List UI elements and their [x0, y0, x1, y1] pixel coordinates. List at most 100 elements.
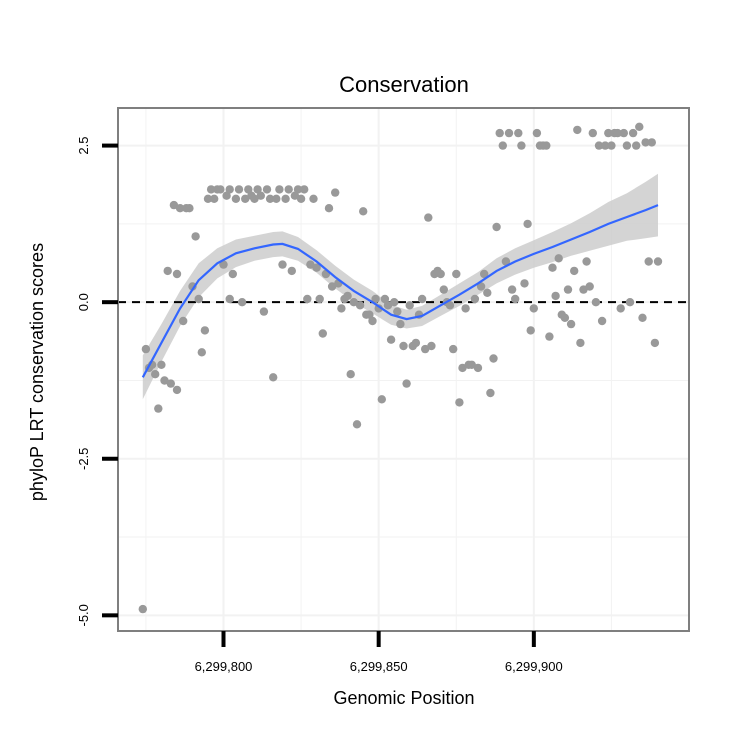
- data-point: [265, 194, 275, 203]
- data-point: [548, 263, 557, 272]
- data-point: [545, 332, 554, 341]
- data-point: [644, 257, 653, 266]
- data-point: [172, 269, 182, 279]
- data-point: [594, 141, 604, 150]
- data-point: [393, 307, 402, 316]
- data-point: [259, 307, 269, 316]
- data-point: [604, 128, 613, 138]
- data-point: [315, 294, 324, 304]
- data-point: [374, 304, 383, 313]
- data-point: [585, 282, 594, 291]
- data-point: [498, 141, 507, 150]
- data-point: [529, 304, 538, 313]
- data-point: [411, 338, 421, 348]
- data-point: [650, 338, 660, 348]
- data-point: [588, 128, 597, 138]
- data-point: [250, 194, 259, 203]
- data-point: [551, 291, 560, 301]
- y-axis: -5.0 -2.5 0.0 2.5: [76, 137, 118, 627]
- data-point: [337, 304, 346, 313]
- x-axis: 6,299,800 6,299,850 6,299,900: [195, 631, 563, 674]
- data-point: [324, 204, 334, 213]
- data-point: [253, 185, 262, 194]
- data-point: [523, 219, 532, 229]
- data-point: [470, 294, 480, 304]
- data-point: [383, 301, 393, 310]
- data-point: [179, 316, 188, 326]
- data-point: [293, 185, 303, 194]
- data-point: [343, 291, 352, 301]
- data-point: [219, 260, 228, 269]
- data-point: [290, 191, 300, 200]
- data-point: [532, 128, 542, 138]
- data-point: [318, 329, 327, 338]
- data-point: [613, 128, 622, 138]
- data-point: [296, 194, 306, 203]
- data-point: [359, 207, 368, 216]
- data-point: [371, 294, 380, 304]
- data-point: [234, 185, 244, 194]
- data-point: [222, 191, 231, 200]
- data-point: [216, 185, 225, 194]
- data-point: [175, 204, 185, 213]
- data-point: [476, 282, 486, 291]
- data-point: [517, 141, 526, 150]
- data-point: [281, 194, 290, 203]
- data-point: [228, 269, 237, 279]
- data-point: [483, 288, 492, 297]
- data-point: [244, 185, 253, 194]
- smooth-line-layer: [141, 204, 659, 378]
- y-tick-label: -2.5: [76, 448, 91, 470]
- smooth-line: [141, 204, 659, 378]
- data-point: [473, 363, 483, 373]
- data-point: [458, 363, 467, 373]
- y-tick-label: 2.5: [76, 137, 91, 155]
- data-point: [424, 213, 433, 222]
- data-point: [597, 316, 607, 326]
- data-point: [231, 194, 241, 203]
- data-point: [206, 185, 216, 194]
- data-point: [138, 604, 147, 614]
- data-point: [501, 257, 511, 266]
- data-point: [262, 185, 272, 194]
- grid-lines: [118, 108, 689, 631]
- data-point: [576, 338, 585, 348]
- data-point: [566, 319, 576, 329]
- x-tick-label: 6,299,900: [505, 659, 563, 674]
- data-point: [480, 269, 489, 279]
- data-point: [467, 360, 476, 369]
- data-point: [154, 404, 163, 413]
- data-point: [352, 420, 362, 429]
- data-point: [163, 266, 172, 276]
- data-point: [327, 282, 337, 291]
- data-point: [486, 388, 495, 398]
- points-layer: [138, 122, 663, 614]
- data-point: [511, 294, 520, 304]
- data-point: [439, 285, 448, 294]
- data-point: [306, 260, 315, 269]
- data-point: [284, 185, 293, 194]
- data-point: [638, 313, 647, 322]
- data-point: [194, 294, 203, 304]
- panel-border: [117, 107, 690, 632]
- data-point: [461, 304, 470, 313]
- data-point: [427, 341, 436, 351]
- data-point: [203, 194, 213, 203]
- data-point: [504, 128, 514, 138]
- data-point: [495, 128, 504, 138]
- data-point: [166, 379, 175, 388]
- data-point: [278, 260, 287, 269]
- data-point: [616, 304, 625, 313]
- data-point: [331, 188, 340, 197]
- data-point: [269, 373, 278, 382]
- data-point: [300, 185, 309, 194]
- data-point: [492, 222, 501, 232]
- data-point: [619, 128, 628, 138]
- data-point: [579, 285, 588, 294]
- data-point: [365, 310, 374, 319]
- data-point: [641, 138, 650, 147]
- data-point: [169, 200, 179, 210]
- data-point: [489, 354, 498, 363]
- data-point: [275, 185, 284, 194]
